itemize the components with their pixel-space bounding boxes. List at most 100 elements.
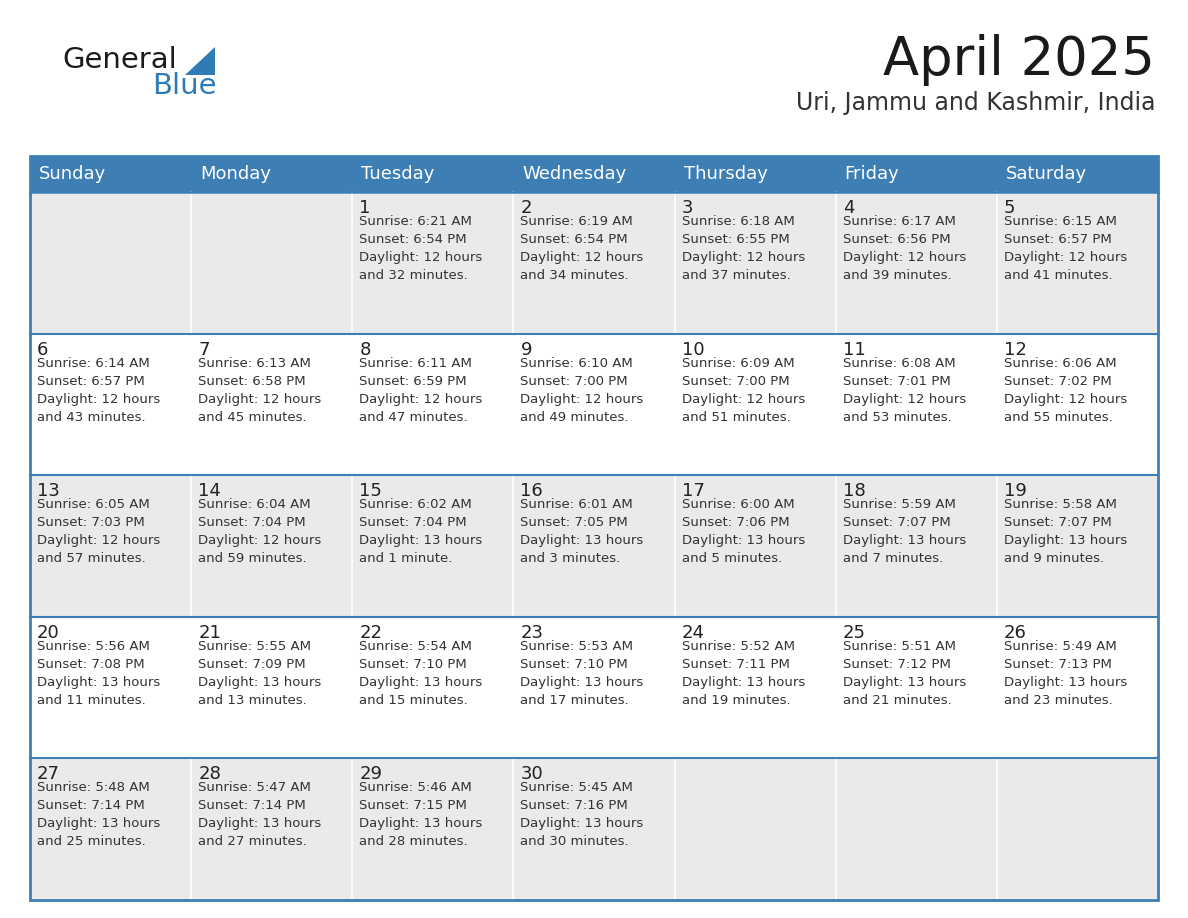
Text: Sunrise: 5:49 AM
Sunset: 7:13 PM
Daylight: 13 hours
and 23 minutes.: Sunrise: 5:49 AM Sunset: 7:13 PM Dayligh…: [1004, 640, 1127, 707]
Bar: [30, 758, 191, 900]
Text: Sunrise: 6:05 AM
Sunset: 7:03 PM
Daylight: 12 hours
and 57 minutes.: Sunrise: 6:05 AM Sunset: 7:03 PM Dayligh…: [37, 498, 160, 565]
Text: Sunrise: 6:18 AM
Sunset: 6:55 PM
Daylight: 12 hours
and 37 minutes.: Sunrise: 6:18 AM Sunset: 6:55 PM Dayligh…: [682, 215, 804, 282]
Bar: [191, 333, 353, 476]
Bar: [997, 192, 1158, 333]
Text: 27: 27: [37, 766, 61, 783]
Bar: [30, 617, 191, 758]
Bar: [191, 156, 353, 192]
Text: 23: 23: [520, 624, 543, 642]
Polygon shape: [185, 47, 215, 75]
Text: Sunrise: 6:10 AM
Sunset: 7:00 PM
Daylight: 12 hours
and 49 minutes.: Sunrise: 6:10 AM Sunset: 7:00 PM Dayligh…: [520, 356, 644, 423]
Bar: [835, 156, 997, 192]
Text: Sunrise: 6:02 AM
Sunset: 7:04 PM
Daylight: 13 hours
and 1 minute.: Sunrise: 6:02 AM Sunset: 7:04 PM Dayligh…: [359, 498, 482, 565]
Text: 20: 20: [37, 624, 59, 642]
Text: 6: 6: [37, 341, 49, 359]
Bar: [353, 476, 513, 617]
Text: 11: 11: [842, 341, 866, 359]
Bar: [997, 476, 1158, 617]
Text: 5: 5: [1004, 199, 1016, 217]
Text: Sunrise: 6:08 AM
Sunset: 7:01 PM
Daylight: 12 hours
and 53 minutes.: Sunrise: 6:08 AM Sunset: 7:01 PM Dayligh…: [842, 356, 966, 423]
Text: Sunrise: 5:55 AM
Sunset: 7:09 PM
Daylight: 13 hours
and 13 minutes.: Sunrise: 5:55 AM Sunset: 7:09 PM Dayligh…: [198, 640, 322, 707]
Bar: [513, 156, 675, 192]
Bar: [997, 758, 1158, 900]
Text: General: General: [62, 46, 177, 74]
Bar: [675, 476, 835, 617]
Text: 26: 26: [1004, 624, 1026, 642]
Bar: [30, 476, 191, 617]
Text: 7: 7: [198, 341, 209, 359]
Text: Sunrise: 5:53 AM
Sunset: 7:10 PM
Daylight: 13 hours
and 17 minutes.: Sunrise: 5:53 AM Sunset: 7:10 PM Dayligh…: [520, 640, 644, 707]
Bar: [191, 192, 353, 333]
Text: Tuesday: Tuesday: [361, 165, 435, 183]
Text: 17: 17: [682, 482, 704, 500]
Text: Sunday: Sunday: [39, 165, 106, 183]
Text: Sunrise: 5:48 AM
Sunset: 7:14 PM
Daylight: 13 hours
and 25 minutes.: Sunrise: 5:48 AM Sunset: 7:14 PM Dayligh…: [37, 781, 160, 848]
Text: 14: 14: [198, 482, 221, 500]
Bar: [30, 156, 1158, 900]
Text: Sunrise: 5:45 AM
Sunset: 7:16 PM
Daylight: 13 hours
and 30 minutes.: Sunrise: 5:45 AM Sunset: 7:16 PM Dayligh…: [520, 781, 644, 848]
Text: Sunrise: 5:59 AM
Sunset: 7:07 PM
Daylight: 13 hours
and 7 minutes.: Sunrise: 5:59 AM Sunset: 7:07 PM Dayligh…: [842, 498, 966, 565]
Text: Thursday: Thursday: [683, 165, 767, 183]
Bar: [675, 333, 835, 476]
Bar: [997, 156, 1158, 192]
Text: Sunrise: 5:46 AM
Sunset: 7:15 PM
Daylight: 13 hours
and 28 minutes.: Sunrise: 5:46 AM Sunset: 7:15 PM Dayligh…: [359, 781, 482, 848]
Bar: [835, 476, 997, 617]
Bar: [513, 333, 675, 476]
Text: 10: 10: [682, 341, 704, 359]
Text: Sunrise: 6:15 AM
Sunset: 6:57 PM
Daylight: 12 hours
and 41 minutes.: Sunrise: 6:15 AM Sunset: 6:57 PM Dayligh…: [1004, 215, 1127, 282]
Text: 8: 8: [359, 341, 371, 359]
Bar: [675, 192, 835, 333]
Text: Sunrise: 6:17 AM
Sunset: 6:56 PM
Daylight: 12 hours
and 39 minutes.: Sunrise: 6:17 AM Sunset: 6:56 PM Dayligh…: [842, 215, 966, 282]
Bar: [513, 617, 675, 758]
Text: 3: 3: [682, 199, 693, 217]
Bar: [835, 192, 997, 333]
Bar: [997, 617, 1158, 758]
Text: Sunrise: 5:56 AM
Sunset: 7:08 PM
Daylight: 13 hours
and 11 minutes.: Sunrise: 5:56 AM Sunset: 7:08 PM Dayligh…: [37, 640, 160, 707]
Text: Sunrise: 6:13 AM
Sunset: 6:58 PM
Daylight: 12 hours
and 45 minutes.: Sunrise: 6:13 AM Sunset: 6:58 PM Dayligh…: [198, 356, 322, 423]
Text: Uri, Jammu and Kashmir, India: Uri, Jammu and Kashmir, India: [796, 91, 1155, 115]
Text: 15: 15: [359, 482, 383, 500]
Text: Sunrise: 6:09 AM
Sunset: 7:00 PM
Daylight: 12 hours
and 51 minutes.: Sunrise: 6:09 AM Sunset: 7:00 PM Dayligh…: [682, 356, 804, 423]
Text: 18: 18: [842, 482, 866, 500]
Text: 21: 21: [198, 624, 221, 642]
Text: 25: 25: [842, 624, 866, 642]
Bar: [30, 333, 191, 476]
Bar: [191, 476, 353, 617]
Bar: [675, 617, 835, 758]
Text: Sunrise: 5:58 AM
Sunset: 7:07 PM
Daylight: 13 hours
and 9 minutes.: Sunrise: 5:58 AM Sunset: 7:07 PM Dayligh…: [1004, 498, 1127, 565]
Text: Sunrise: 6:01 AM
Sunset: 7:05 PM
Daylight: 13 hours
and 3 minutes.: Sunrise: 6:01 AM Sunset: 7:05 PM Dayligh…: [520, 498, 644, 565]
Bar: [353, 333, 513, 476]
Bar: [353, 192, 513, 333]
Text: Sunrise: 5:47 AM
Sunset: 7:14 PM
Daylight: 13 hours
and 27 minutes.: Sunrise: 5:47 AM Sunset: 7:14 PM Dayligh…: [198, 781, 322, 848]
Bar: [675, 156, 835, 192]
Text: Wednesday: Wednesday: [523, 165, 627, 183]
Text: Sunrise: 6:14 AM
Sunset: 6:57 PM
Daylight: 12 hours
and 43 minutes.: Sunrise: 6:14 AM Sunset: 6:57 PM Dayligh…: [37, 356, 160, 423]
Text: 16: 16: [520, 482, 543, 500]
Text: Blue: Blue: [152, 72, 216, 100]
Text: 22: 22: [359, 624, 383, 642]
Text: 29: 29: [359, 766, 383, 783]
Text: 4: 4: [842, 199, 854, 217]
Bar: [675, 758, 835, 900]
Bar: [835, 333, 997, 476]
Text: Monday: Monday: [200, 165, 271, 183]
Bar: [513, 758, 675, 900]
Text: Sunrise: 5:51 AM
Sunset: 7:12 PM
Daylight: 13 hours
and 21 minutes.: Sunrise: 5:51 AM Sunset: 7:12 PM Dayligh…: [842, 640, 966, 707]
Text: 24: 24: [682, 624, 704, 642]
Text: Sunrise: 6:04 AM
Sunset: 7:04 PM
Daylight: 12 hours
and 59 minutes.: Sunrise: 6:04 AM Sunset: 7:04 PM Dayligh…: [198, 498, 322, 565]
Text: Sunrise: 5:52 AM
Sunset: 7:11 PM
Daylight: 13 hours
and 19 minutes.: Sunrise: 5:52 AM Sunset: 7:11 PM Dayligh…: [682, 640, 804, 707]
Text: 12: 12: [1004, 341, 1026, 359]
Bar: [513, 192, 675, 333]
Text: April 2025: April 2025: [883, 34, 1155, 86]
Bar: [835, 617, 997, 758]
Bar: [30, 192, 191, 333]
Bar: [835, 758, 997, 900]
Bar: [191, 758, 353, 900]
Text: 1: 1: [359, 199, 371, 217]
Bar: [353, 617, 513, 758]
Text: 28: 28: [198, 766, 221, 783]
Text: Sunrise: 6:21 AM
Sunset: 6:54 PM
Daylight: 12 hours
and 32 minutes.: Sunrise: 6:21 AM Sunset: 6:54 PM Dayligh…: [359, 215, 482, 282]
Bar: [30, 156, 191, 192]
Bar: [997, 333, 1158, 476]
Bar: [191, 617, 353, 758]
